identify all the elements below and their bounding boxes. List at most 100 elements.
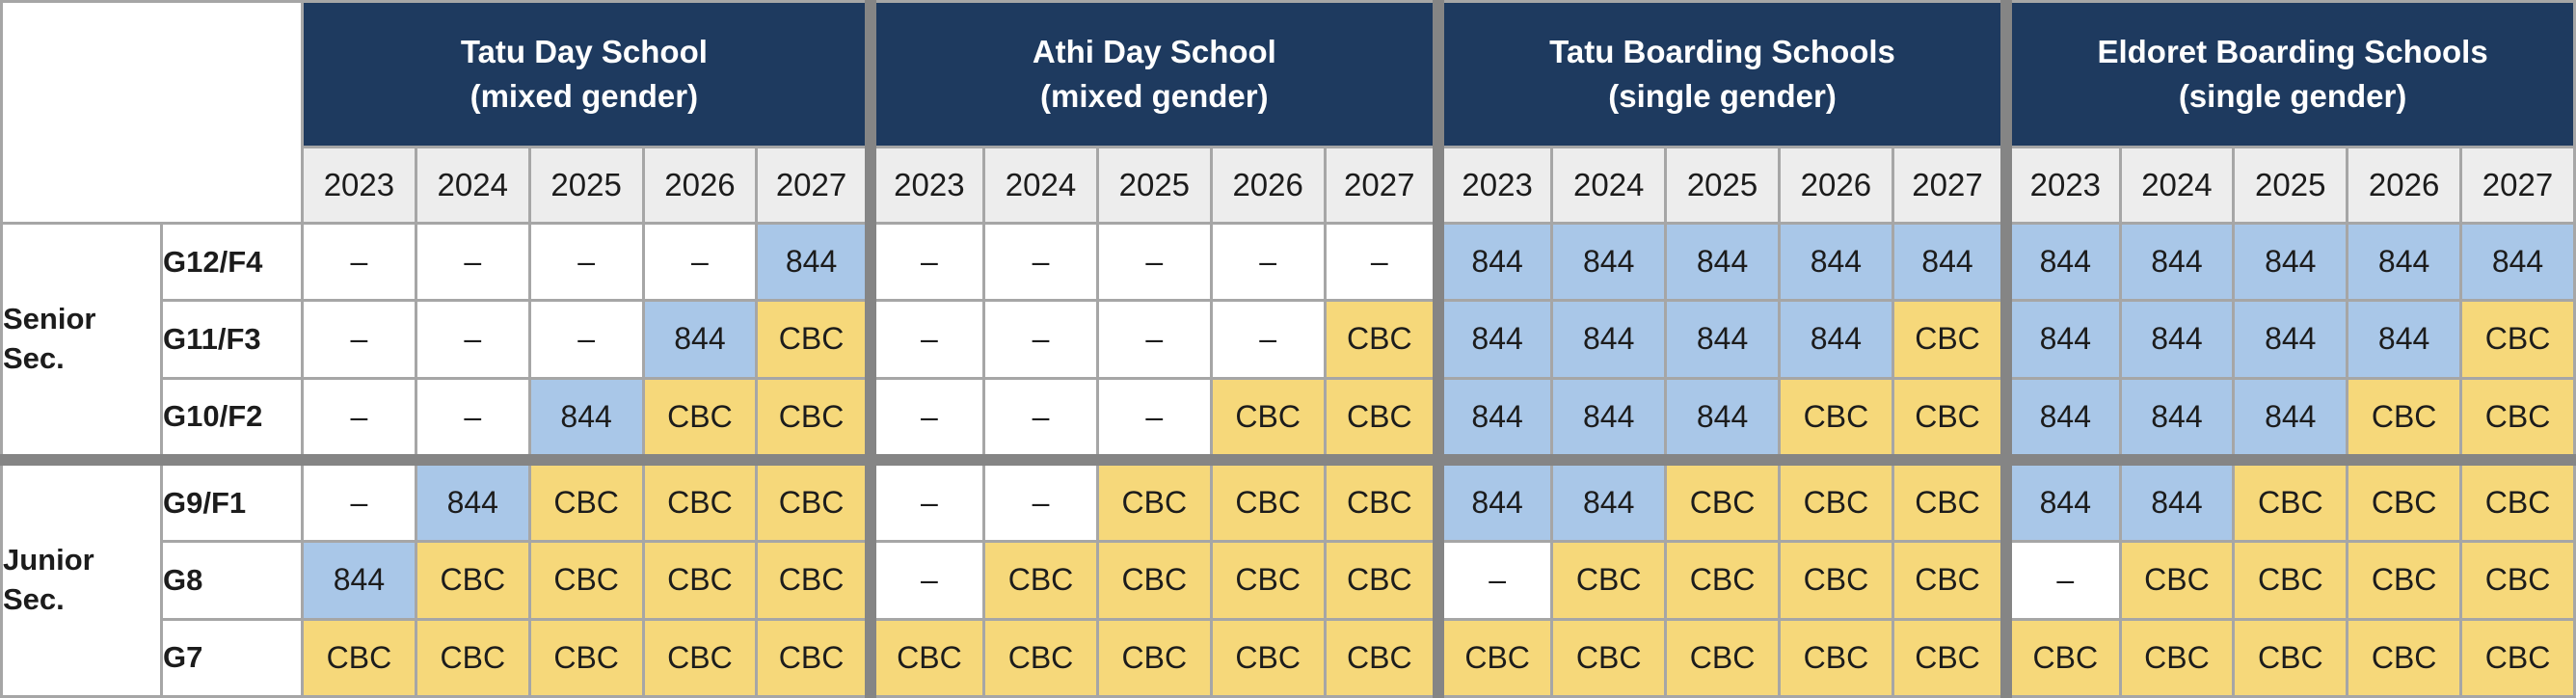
curriculum-cell: – [2004, 540, 2122, 621]
curriculum-cell: – [1095, 221, 1213, 303]
curriculum-cell: CBC [869, 617, 986, 698]
curriculum-cell: – [982, 221, 1099, 303]
curriculum-cell: CBC [2346, 540, 2463, 621]
curriculum-cell: CBC [755, 540, 876, 621]
curriculum-cell: 844 [527, 376, 645, 466]
curriculum-cell: CBC [755, 458, 876, 544]
year-header: 2024 [414, 146, 531, 225]
curriculum-cell: – [301, 458, 417, 544]
curriculum-cell: – [869, 458, 986, 544]
school-title: Eldoret Boarding Schools [2097, 34, 2488, 70]
curriculum-cell: 844 [2459, 221, 2576, 303]
school-subtitle: (single gender) [1608, 78, 1837, 114]
curriculum-cell: – [641, 221, 759, 303]
year-header: 2027 [2459, 146, 2576, 225]
curriculum-cell: 844 [2118, 221, 2236, 303]
curriculum-cell: 844 [1664, 299, 1781, 380]
curriculum-cell: CBC [1323, 617, 1444, 698]
grade-label: G8 [160, 540, 304, 621]
curriculum-cell: CBC [2118, 540, 2236, 621]
curriculum-cell: 844 [414, 458, 531, 544]
curriculum-cell: 844 [2004, 221, 2122, 303]
curriculum-cell: 844 [1550, 221, 1668, 303]
curriculum-cell: CBC [2459, 376, 2576, 466]
curriculum-cell: 844 [2004, 458, 2122, 544]
curriculum-cell: CBC [641, 458, 759, 544]
year-header: 2027 [755, 146, 876, 225]
curriculum-cell: CBC [1891, 540, 2013, 621]
curriculum-cell: CBC [1095, 458, 1213, 544]
curriculum-cell: CBC [2459, 617, 2576, 698]
curriculum-cell: – [1209, 299, 1327, 380]
curriculum-cell: CBC [982, 617, 1099, 698]
curriculum-cell: CBC [1664, 458, 1781, 544]
curriculum-cell: 844 [1777, 221, 1894, 303]
curriculum-cell: CBC [1095, 540, 1213, 621]
curriculum-cell: 844 [1550, 458, 1668, 544]
school-group-header: Tatu Day School (mixed gender) [300, 0, 876, 148]
year-header: 2025 [1095, 146, 1213, 225]
curriculum-cell: – [869, 540, 986, 621]
curriculum-cell: – [982, 299, 1099, 380]
curriculum-cell: 844 [2004, 299, 2122, 380]
school-group-header: Tatu Boarding Schools (single gender) [1436, 0, 2013, 148]
curriculum-cell: – [414, 376, 531, 466]
grade-label: G7 [160, 617, 304, 698]
curriculum-cell: CBC [414, 617, 531, 698]
school-title: Tatu Day School [460, 34, 708, 70]
curriculum-cell: CBC [641, 540, 759, 621]
curriculum-cell: CBC [301, 617, 417, 698]
curriculum-cell: CBC [1777, 617, 1894, 698]
curriculum-cell: CBC [2346, 458, 2463, 544]
curriculum-cell: CBC [527, 617, 645, 698]
grade-label: G11/F3 [160, 299, 304, 380]
curriculum-cell: 844 [2232, 299, 2349, 380]
year-header: 2023 [869, 146, 986, 225]
curriculum-cell: CBC [1891, 617, 2013, 698]
curriculum-cell: CBC [755, 617, 876, 698]
school-subtitle: (mixed gender) [1040, 78, 1269, 114]
curriculum-cell: CBC [1323, 299, 1444, 380]
school-group-header: Athi Day School (mixed gender) [869, 0, 1444, 148]
school-title: Tatu Boarding Schools [1549, 34, 1895, 70]
curriculum-cell: – [869, 299, 986, 380]
curriculum-cell: CBC [2232, 617, 2349, 698]
curriculum-cell: 844 [1891, 221, 2013, 303]
year-header: 2027 [1323, 146, 1444, 225]
curriculum-cell: – [527, 221, 645, 303]
curriculum-cell: 844 [2118, 458, 2236, 544]
corner-cell [0, 0, 304, 225]
curriculum-cell: 844 [2232, 221, 2349, 303]
school-subtitle: (single gender) [2178, 78, 2407, 114]
curriculum-cell: – [1436, 540, 1554, 621]
curriculum-cell: 844 [1664, 221, 1781, 303]
curriculum-cell: CBC [2232, 540, 2349, 621]
curriculum-cell: CBC [1209, 376, 1327, 466]
curriculum-cell: CBC [641, 617, 759, 698]
curriculum-cell: CBC [2118, 617, 2236, 698]
grade-label: G10/F2 [160, 376, 304, 466]
year-header: 2024 [2118, 146, 2236, 225]
curriculum-cell: 844 [1436, 221, 1554, 303]
grade-label: G12/F4 [160, 221, 304, 303]
school-subtitle: (mixed gender) [470, 78, 699, 114]
curriculum-cell: – [1323, 221, 1444, 303]
curriculum-cell: CBC [1664, 540, 1781, 621]
school-title: Athi Day School [1032, 34, 1276, 70]
curriculum-cell: CBC [1777, 376, 1894, 466]
curriculum-cell: – [982, 376, 1099, 466]
curriculum-cell: CBC [414, 540, 531, 621]
curriculum-cell: CBC [982, 540, 1099, 621]
curriculum-cell: CBC [641, 376, 759, 466]
year-header: 2026 [2346, 146, 2463, 225]
curriculum-cell: 844 [1436, 376, 1554, 466]
year-header: 2025 [527, 146, 645, 225]
curriculum-cell: CBC [1550, 617, 1668, 698]
year-header: 2023 [2004, 146, 2122, 225]
curriculum-cell: 844 [1436, 458, 1554, 544]
curriculum-cell: CBC [1323, 376, 1444, 466]
year-header: 2025 [2232, 146, 2349, 225]
curriculum-cell: CBC [1209, 617, 1327, 698]
curriculum-cell: 844 [755, 221, 876, 303]
